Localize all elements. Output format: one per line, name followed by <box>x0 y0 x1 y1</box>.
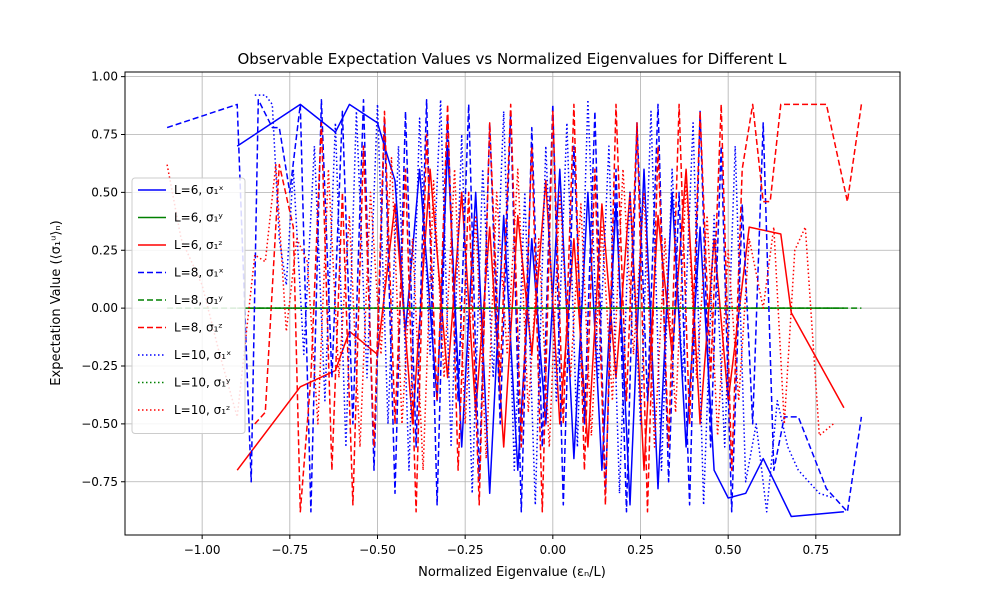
y-tick-label: 1.00 <box>91 70 118 84</box>
legend-label: L=10, σ₁ᶻ <box>174 403 230 417</box>
legend-label: L=10, σ₁ʸ <box>174 376 231 390</box>
series-line-3 <box>166 99 863 513</box>
x-tick-label: −0.75 <box>271 543 308 557</box>
legend-label: L=10, σ₁ˣ <box>174 348 231 362</box>
x-axis: −1.00 −0.75 −0.50 −0.25 0.00 0.25 0.50 0.75 <box>184 535 829 557</box>
chart-title: Observable Expectation Values vs Normali… <box>238 50 788 68</box>
y-axis-label: Expectation Value (⟨σ₁ᵘ⟩ₙ) <box>49 220 64 385</box>
series-layer <box>166 94 863 518</box>
legend-label: L=8, σ₁ʸ <box>174 293 223 307</box>
series-line-8 <box>166 156 834 471</box>
x-tick-label: 0.75 <box>802 543 829 557</box>
x-tick-label: −0.50 <box>359 543 396 557</box>
x-tick-label: −0.25 <box>447 543 484 557</box>
y-tick-label: 0.50 <box>91 185 118 199</box>
x-tick-label: −1.00 <box>184 543 221 557</box>
x-tick-label: 0.25 <box>627 543 654 557</box>
y-tick-label: 0.75 <box>91 128 118 142</box>
x-tick-label: 0.00 <box>539 543 566 557</box>
legend-label: L=6, σ₁ʸ <box>174 211 223 225</box>
legend-label: L=6, σ₁ᶻ <box>174 238 223 252</box>
legend-box <box>131 177 246 434</box>
legend-label: L=6, σ₁ˣ <box>174 183 224 197</box>
y-tick-label: −0.25 <box>81 359 118 373</box>
y-tick-label: −0.75 <box>81 475 118 489</box>
y-tick-label: −0.50 <box>81 417 118 431</box>
x-tick-label: 0.50 <box>715 543 742 557</box>
plot-area-frame <box>124 71 901 536</box>
legend: L=6, σ₁ˣ L=6, σ₁ʸ L=6, σ₁ᶻ L=8, σ₁ˣ L=8, σ₁ʸ… <box>131 177 246 434</box>
legend-label: L=8, σ₁ˣ <box>174 266 224 280</box>
y-axis: −0.75 −0.50 −0.25 0.00 0.25 0.50 0.75 1.00 <box>81 70 125 489</box>
legend-label: L=8, σ₁ᶻ <box>174 321 223 335</box>
y-tick-label: 0.00 <box>91 301 118 315</box>
series-line-5 <box>254 103 863 513</box>
x-axis-label: Normalized Eigenvalue (εₙ/L) <box>418 565 606 580</box>
y-tick-label: 0.25 <box>91 243 118 257</box>
series-line-6 <box>254 94 834 513</box>
